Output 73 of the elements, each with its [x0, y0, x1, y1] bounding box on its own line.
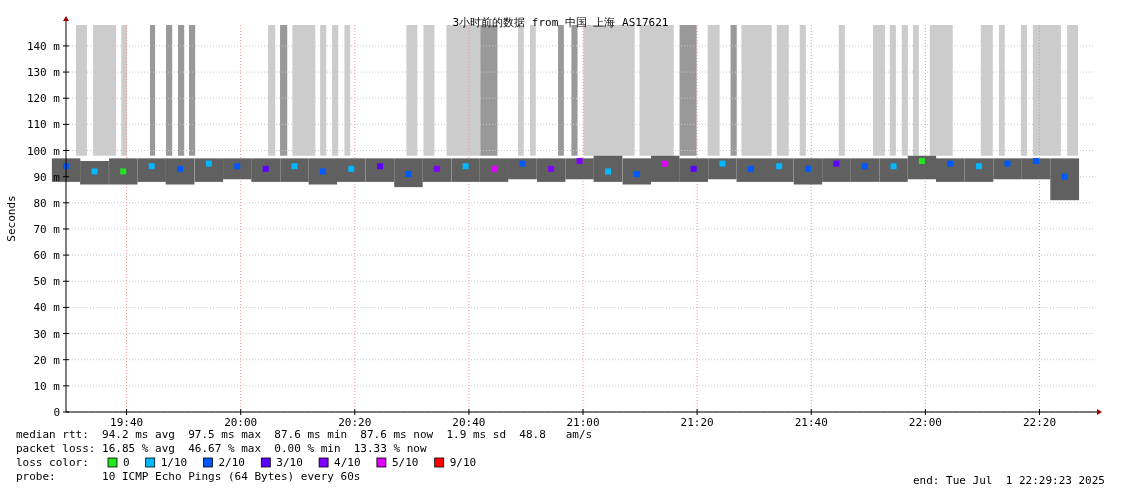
point	[433, 165, 440, 172]
y-tick-label: 50 m	[33, 275, 61, 289]
point	[262, 165, 269, 172]
text: median rtt: 94.2 ms avg 97.5 ms max 87.6 ms min 87.6 ms now 1.9 ms sd 48.8 am/s	[16, 428, 593, 441]
point	[804, 165, 811, 172]
text: packet loss: 16.85 % avg 46.67 % max 0.00 % min 13.33 % now	[16, 442, 427, 455]
y-tick-label: 70 m	[33, 222, 61, 236]
point	[605, 168, 612, 175]
y-tick-label: 110 m	[26, 118, 61, 132]
point	[576, 157, 583, 164]
point	[91, 168, 98, 175]
y-tick-label: 130 m	[26, 66, 61, 80]
legend-title: loss color:	[16, 456, 89, 469]
point	[976, 163, 983, 170]
legend-label: 9/10	[449, 456, 477, 469]
point	[776, 163, 783, 170]
point	[861, 163, 868, 170]
point	[662, 160, 669, 167]
x-tick-label: 22:00	[908, 416, 942, 429]
point	[719, 160, 726, 167]
y-tick-label: 10 m	[33, 379, 61, 393]
text: end: Tue Jul 1 22:29:23 2025	[912, 474, 1105, 487]
y-tick-label: 90 m	[33, 170, 61, 184]
chart-title: 3小时前的数据 from 中国 上海 AS17621	[452, 16, 669, 29]
legend-label: 3/10	[276, 456, 303, 469]
x-tick-label: 21:00	[566, 416, 600, 429]
point	[491, 165, 498, 172]
point	[462, 163, 469, 170]
y-tick-label: 60 m	[33, 249, 61, 263]
legend-label: 5/10	[391, 456, 419, 469]
x-tick-label: 20:20	[338, 416, 372, 429]
point	[177, 165, 184, 172]
y-tick-label: 40 m	[33, 301, 61, 315]
point	[120, 168, 127, 175]
x-tick-label: 21:20	[680, 416, 714, 429]
point	[405, 171, 412, 178]
point	[747, 165, 754, 172]
legend-label: 4/10	[334, 456, 361, 469]
y-tick-label: 20 m	[33, 353, 61, 367]
legend-label: 1/10	[160, 456, 188, 469]
point	[633, 171, 640, 178]
point	[833, 160, 840, 167]
point	[947, 160, 954, 167]
y-tick-label: 0	[53, 406, 60, 419]
x-tick-label: 19:40	[110, 416, 144, 429]
y-tick-label: 100 m	[26, 144, 61, 158]
point	[918, 157, 925, 164]
point	[205, 160, 212, 167]
point	[690, 165, 697, 172]
point	[1004, 160, 1011, 167]
y-tick-label: 80 m	[33, 196, 61, 210]
point	[291, 163, 298, 170]
point	[377, 163, 384, 170]
x-tick-label: 20:40	[452, 416, 486, 429]
point	[348, 165, 355, 172]
legend-label: 2/10	[218, 456, 245, 469]
x-tick-label: 22:20	[1022, 416, 1057, 429]
point	[1061, 173, 1068, 180]
point	[548, 165, 555, 172]
point	[519, 160, 526, 167]
x-tick-label: 21:40	[794, 416, 828, 429]
point	[1032, 157, 1039, 164]
point	[148, 163, 155, 170]
text: probe: 10 ICMP Echo Pings (64 Bytes) every 60s	[16, 470, 361, 483]
y-tick-label: 120 m	[26, 92, 61, 106]
y-axis-title: Seconds	[5, 195, 18, 242]
y-tick-label: 140 m	[26, 39, 61, 53]
point	[234, 163, 241, 170]
x-tick-label: 20:00	[224, 416, 258, 429]
legend-label: 0	[123, 456, 130, 469]
point	[890, 163, 897, 170]
y-tick-label: 30 m	[33, 327, 61, 341]
point	[319, 168, 326, 175]
